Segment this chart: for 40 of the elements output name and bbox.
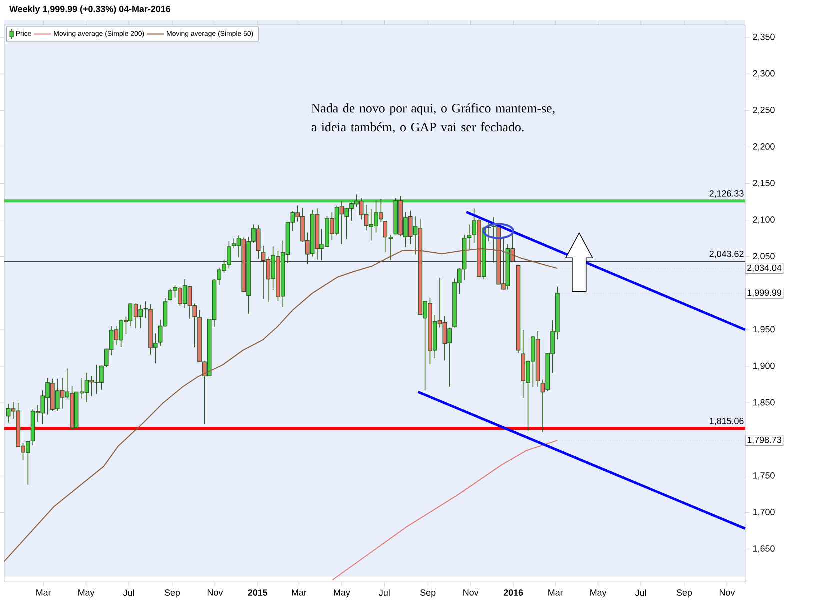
- y-tick-label: 2,350: [753, 34, 775, 42]
- y-tick-label: 2,150: [753, 180, 775, 188]
- y-tick-label: 2,300: [753, 70, 775, 78]
- y-tick-label: 1,750: [754, 472, 775, 480]
- x-tick-label: Nov: [720, 590, 736, 596]
- y-tick-label: 2,250: [753, 107, 775, 115]
- x-tick-label: May: [78, 590, 95, 598]
- annotation: 2,034.04: [748, 264, 782, 272]
- annotation: Nada de novo por aqui, o Gráfico mantem-se, a ideia também, o GAP vai ser fechado.: [312, 104, 555, 134]
- y-tick-label: 1,700: [754, 509, 775, 517]
- x-tick-label: Mar: [292, 590, 307, 596]
- y-tick-label: 1,850: [754, 400, 775, 407]
- y-tick-label: 2,200: [753, 144, 775, 152]
- y-tick-label: 2,100: [753, 216, 775, 224]
- x-tick-label: Jul: [635, 590, 646, 596]
- annotation: 1,999.99: [748, 290, 782, 298]
- y-tick-label: 2,050: [753, 253, 775, 261]
- x-tick-label: 2015: [248, 590, 268, 596]
- x-tick-label: Jul: [379, 590, 390, 596]
- x-tick-label: Mar: [548, 590, 564, 596]
- x-tick-label: Mar: [36, 590, 52, 596]
- ref-line-label: 1,815.06: [710, 418, 744, 426]
- x-tick-label: May: [590, 590, 607, 598]
- chart-title: Weekly 1,999.99 (+0.33%) 04-Mar-2016: [10, 6, 170, 14]
- x-tick-label: 2016: [504, 590, 524, 596]
- x-tick-label: May: [334, 590, 350, 598]
- y-tick-label: 1,650: [754, 546, 775, 554]
- x-tick-label: Nov: [464, 590, 479, 596]
- x-tick-label: Sep: [676, 590, 692, 598]
- x-tick-label: Nov: [208, 590, 224, 596]
- ref-line-label: 2,043.62: [710, 251, 744, 258]
- line-series: [4, 248, 558, 562]
- ref-line-label: 2,126.33: [710, 190, 744, 198]
- x-tick-label: Sep: [420, 590, 436, 598]
- x-tick-label: Sep: [164, 590, 180, 598]
- annotation: 1,798.73: [748, 437, 782, 444]
- y-tick-label: 1,900: [754, 362, 775, 370]
- y-tick-label: 1,950: [754, 326, 775, 334]
- line-series: [332, 440, 558, 581]
- x-tick-label: Jul: [123, 590, 134, 596]
